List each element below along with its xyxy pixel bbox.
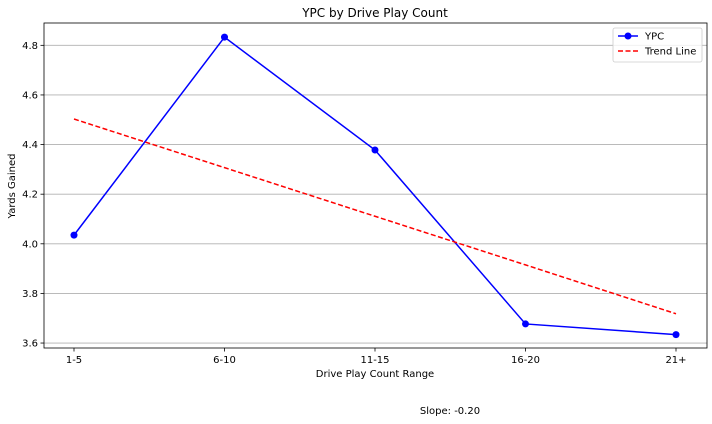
series-line-trend-line: [73, 118, 677, 315]
y-tick-label-4: 4.4: [22, 140, 38, 151]
legend-ypc-marker: [624, 32, 632, 40]
chart-title: YPC by Drive Play Count: [301, 6, 448, 20]
x-tick-label-0: 1-5: [66, 355, 82, 366]
y-tick-label-1: 3.8: [22, 289, 38, 300]
slope-annotation: Slope: -0.20: [420, 406, 480, 417]
legend: YPC Trend Line: [612, 27, 703, 63]
series-layer: [70, 33, 680, 339]
plot-frame: [43, 22, 708, 349]
x-tick-label-2: 11-15: [360, 355, 389, 366]
x-axis-ticks: 1-5 6-10 11-15 16-20 21+: [66, 348, 687, 366]
data-point-ypc-1: [221, 33, 228, 41]
legend-label-ypc: YPC: [644, 32, 664, 43]
legend-label-trend-line: Trend Line: [644, 47, 696, 58]
x-axis-label: Drive Play Count Range: [316, 369, 434, 380]
y-tick-label-6: 4.8: [22, 41, 38, 52]
y-tick-label-0: 3.6: [22, 339, 38, 350]
y-axis-ticks: 3.6 3.8 4.0 4.2 4.4 4.6 4.8: [22, 41, 44, 350]
data-point-ypc-4: [672, 331, 680, 339]
data-point-ypc-3: [522, 320, 529, 328]
x-tick-label-3: 16-20: [511, 355, 540, 366]
y-tick-label-3: 4.2: [22, 190, 38, 201]
x-tick-label-4: 21+: [665, 355, 686, 366]
y-tick-label-5: 4.6: [22, 90, 38, 101]
y-tick-label-2: 4.0: [22, 239, 38, 250]
x-tick-label-1: 6-10: [213, 355, 236, 366]
y-axis-label: Yards Gained: [7, 153, 18, 219]
data-point-ypc-2: [371, 146, 379, 154]
data-point-ypc-0: [70, 231, 78, 239]
